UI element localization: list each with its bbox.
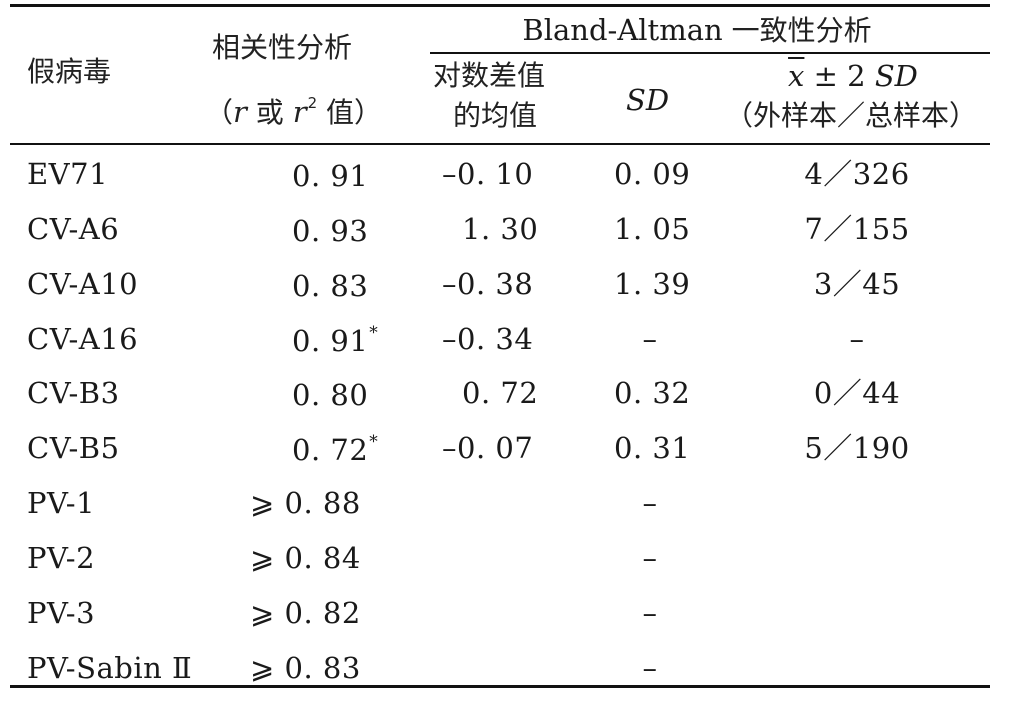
bottom-rule bbox=[10, 685, 990, 688]
corr-value: 0. 91 bbox=[292, 324, 369, 358]
cell-ratio: 0／44 bbox=[813, 376, 901, 410]
header-ci-plusminus: ± 2 bbox=[804, 59, 875, 93]
cell-correlation: ⩾ 0. 84 bbox=[250, 544, 361, 573]
cell-virus: CV-A10 bbox=[27, 267, 139, 301]
corr-value: 0. 93 bbox=[292, 214, 369, 248]
cell-correlation: ⩾ 0. 83 bbox=[250, 654, 361, 683]
header-virus: 假病毒 bbox=[27, 55, 112, 88]
cell-sd: – bbox=[642, 322, 658, 356]
header-bland-altman: Bland-Altman 一致性分析 bbox=[522, 16, 871, 45]
header-bland-altman-en: Bland-Altman bbox=[522, 13, 723, 47]
cell-mean: –0. 38 bbox=[442, 267, 534, 301]
ge-symbol: ⩾ bbox=[250, 541, 275, 575]
header-corr-value: 值） bbox=[317, 96, 383, 129]
header-mean-line1: 对数差值 bbox=[433, 59, 546, 92]
cell-sd: 0. 09 bbox=[614, 157, 691, 191]
cell-sd: 0. 31 bbox=[614, 431, 691, 465]
group-span-rule bbox=[430, 52, 990, 54]
cell-virus: CV-B3 bbox=[27, 376, 120, 410]
header-correlation-subtitle: （r 或 r2 值） bbox=[205, 96, 382, 127]
cell-sd: 1. 05 bbox=[614, 212, 691, 246]
cell-mean: –0. 07 bbox=[442, 431, 534, 465]
corr-value: 0. 82 bbox=[284, 596, 361, 630]
cell-sd: 1. 39 bbox=[614, 267, 691, 301]
corr-value: 0. 72 bbox=[292, 433, 369, 467]
cell-correlation: 0. 80 bbox=[292, 379, 369, 410]
corr-value: 0. 84 bbox=[284, 541, 361, 575]
cell-virus: CV-B5 bbox=[27, 431, 120, 465]
header-corr-paren: （ bbox=[205, 96, 234, 129]
cell-ratio: – bbox=[849, 322, 865, 356]
cell-correlation: 0. 72* bbox=[292, 434, 378, 465]
cell-ratio: 3／45 bbox=[813, 267, 901, 301]
cell-virus: PV-3 bbox=[27, 596, 96, 630]
cell-virus: PV-1 bbox=[27, 486, 96, 520]
header-corr-or: 或 bbox=[246, 96, 293, 129]
header-ci-line2: （外样本／总样本） bbox=[725, 99, 978, 132]
header-correlation-title: 相关性分析 bbox=[212, 31, 353, 64]
cell-mean: 1. 30 bbox=[462, 212, 539, 246]
header-corr-r2: r bbox=[292, 95, 307, 129]
cell-virus: PV-2 bbox=[27, 541, 96, 575]
ge-symbol: ⩾ bbox=[250, 596, 275, 630]
cell-correlation: 0. 91* bbox=[292, 325, 378, 356]
header-mean-line2: 的均值 bbox=[453, 99, 538, 132]
corr-value: 0. 83 bbox=[284, 651, 361, 685]
corr-star: * bbox=[369, 432, 379, 452]
ge-symbol: ⩾ bbox=[250, 486, 275, 520]
ge-symbol: ⩾ bbox=[250, 651, 275, 685]
cell-correlation: 0. 91 bbox=[292, 160, 369, 191]
header-corr-r2-sup: 2 bbox=[307, 94, 318, 112]
cell-ratio: 5／190 bbox=[804, 431, 910, 465]
header-rule bbox=[10, 143, 990, 145]
corr-value: 0. 83 bbox=[292, 269, 369, 303]
top-rule bbox=[10, 4, 990, 7]
cell-mean: –0. 34 bbox=[442, 322, 534, 356]
cell-correlation: ⩾ 0. 82 bbox=[250, 599, 361, 628]
header-ci-line1: x ± 2 SD bbox=[788, 62, 918, 91]
corr-star: * bbox=[369, 323, 379, 343]
cell-virus: CV-A16 bbox=[27, 322, 139, 356]
cell-virus: CV-A6 bbox=[27, 212, 120, 246]
cell-sd: 0. 32 bbox=[614, 376, 691, 410]
cell-sd: – bbox=[642, 486, 658, 520]
cell-correlation: ⩾ 0. 88 bbox=[250, 489, 361, 518]
cell-ratio: 7／155 bbox=[804, 212, 910, 246]
cell-virus: EV71 bbox=[27, 157, 109, 191]
cell-sd: – bbox=[642, 596, 658, 630]
cell-mean: 0. 72 bbox=[462, 376, 539, 410]
header-sd: SD bbox=[626, 83, 670, 117]
header-ci-sd: SD bbox=[874, 59, 918, 93]
cell-correlation: 0. 83 bbox=[292, 270, 369, 301]
header-corr-r: r bbox=[233, 95, 247, 129]
corr-value: 0. 80 bbox=[292, 378, 369, 412]
cell-sd: – bbox=[642, 541, 658, 575]
corr-value: 0. 88 bbox=[284, 486, 361, 520]
cell-sd: – bbox=[642, 651, 658, 685]
cell-ratio: 4／326 bbox=[804, 157, 910, 191]
cell-virus: PV-Sabin Ⅱ bbox=[27, 651, 193, 685]
header-bland-altman-cn: 一致性分析 bbox=[722, 14, 872, 47]
header-ci-xbar: x bbox=[788, 59, 805, 93]
cell-mean: –0. 10 bbox=[442, 157, 534, 191]
corr-value: 0. 91 bbox=[292, 159, 369, 193]
cell-correlation: 0. 93 bbox=[292, 215, 369, 246]
